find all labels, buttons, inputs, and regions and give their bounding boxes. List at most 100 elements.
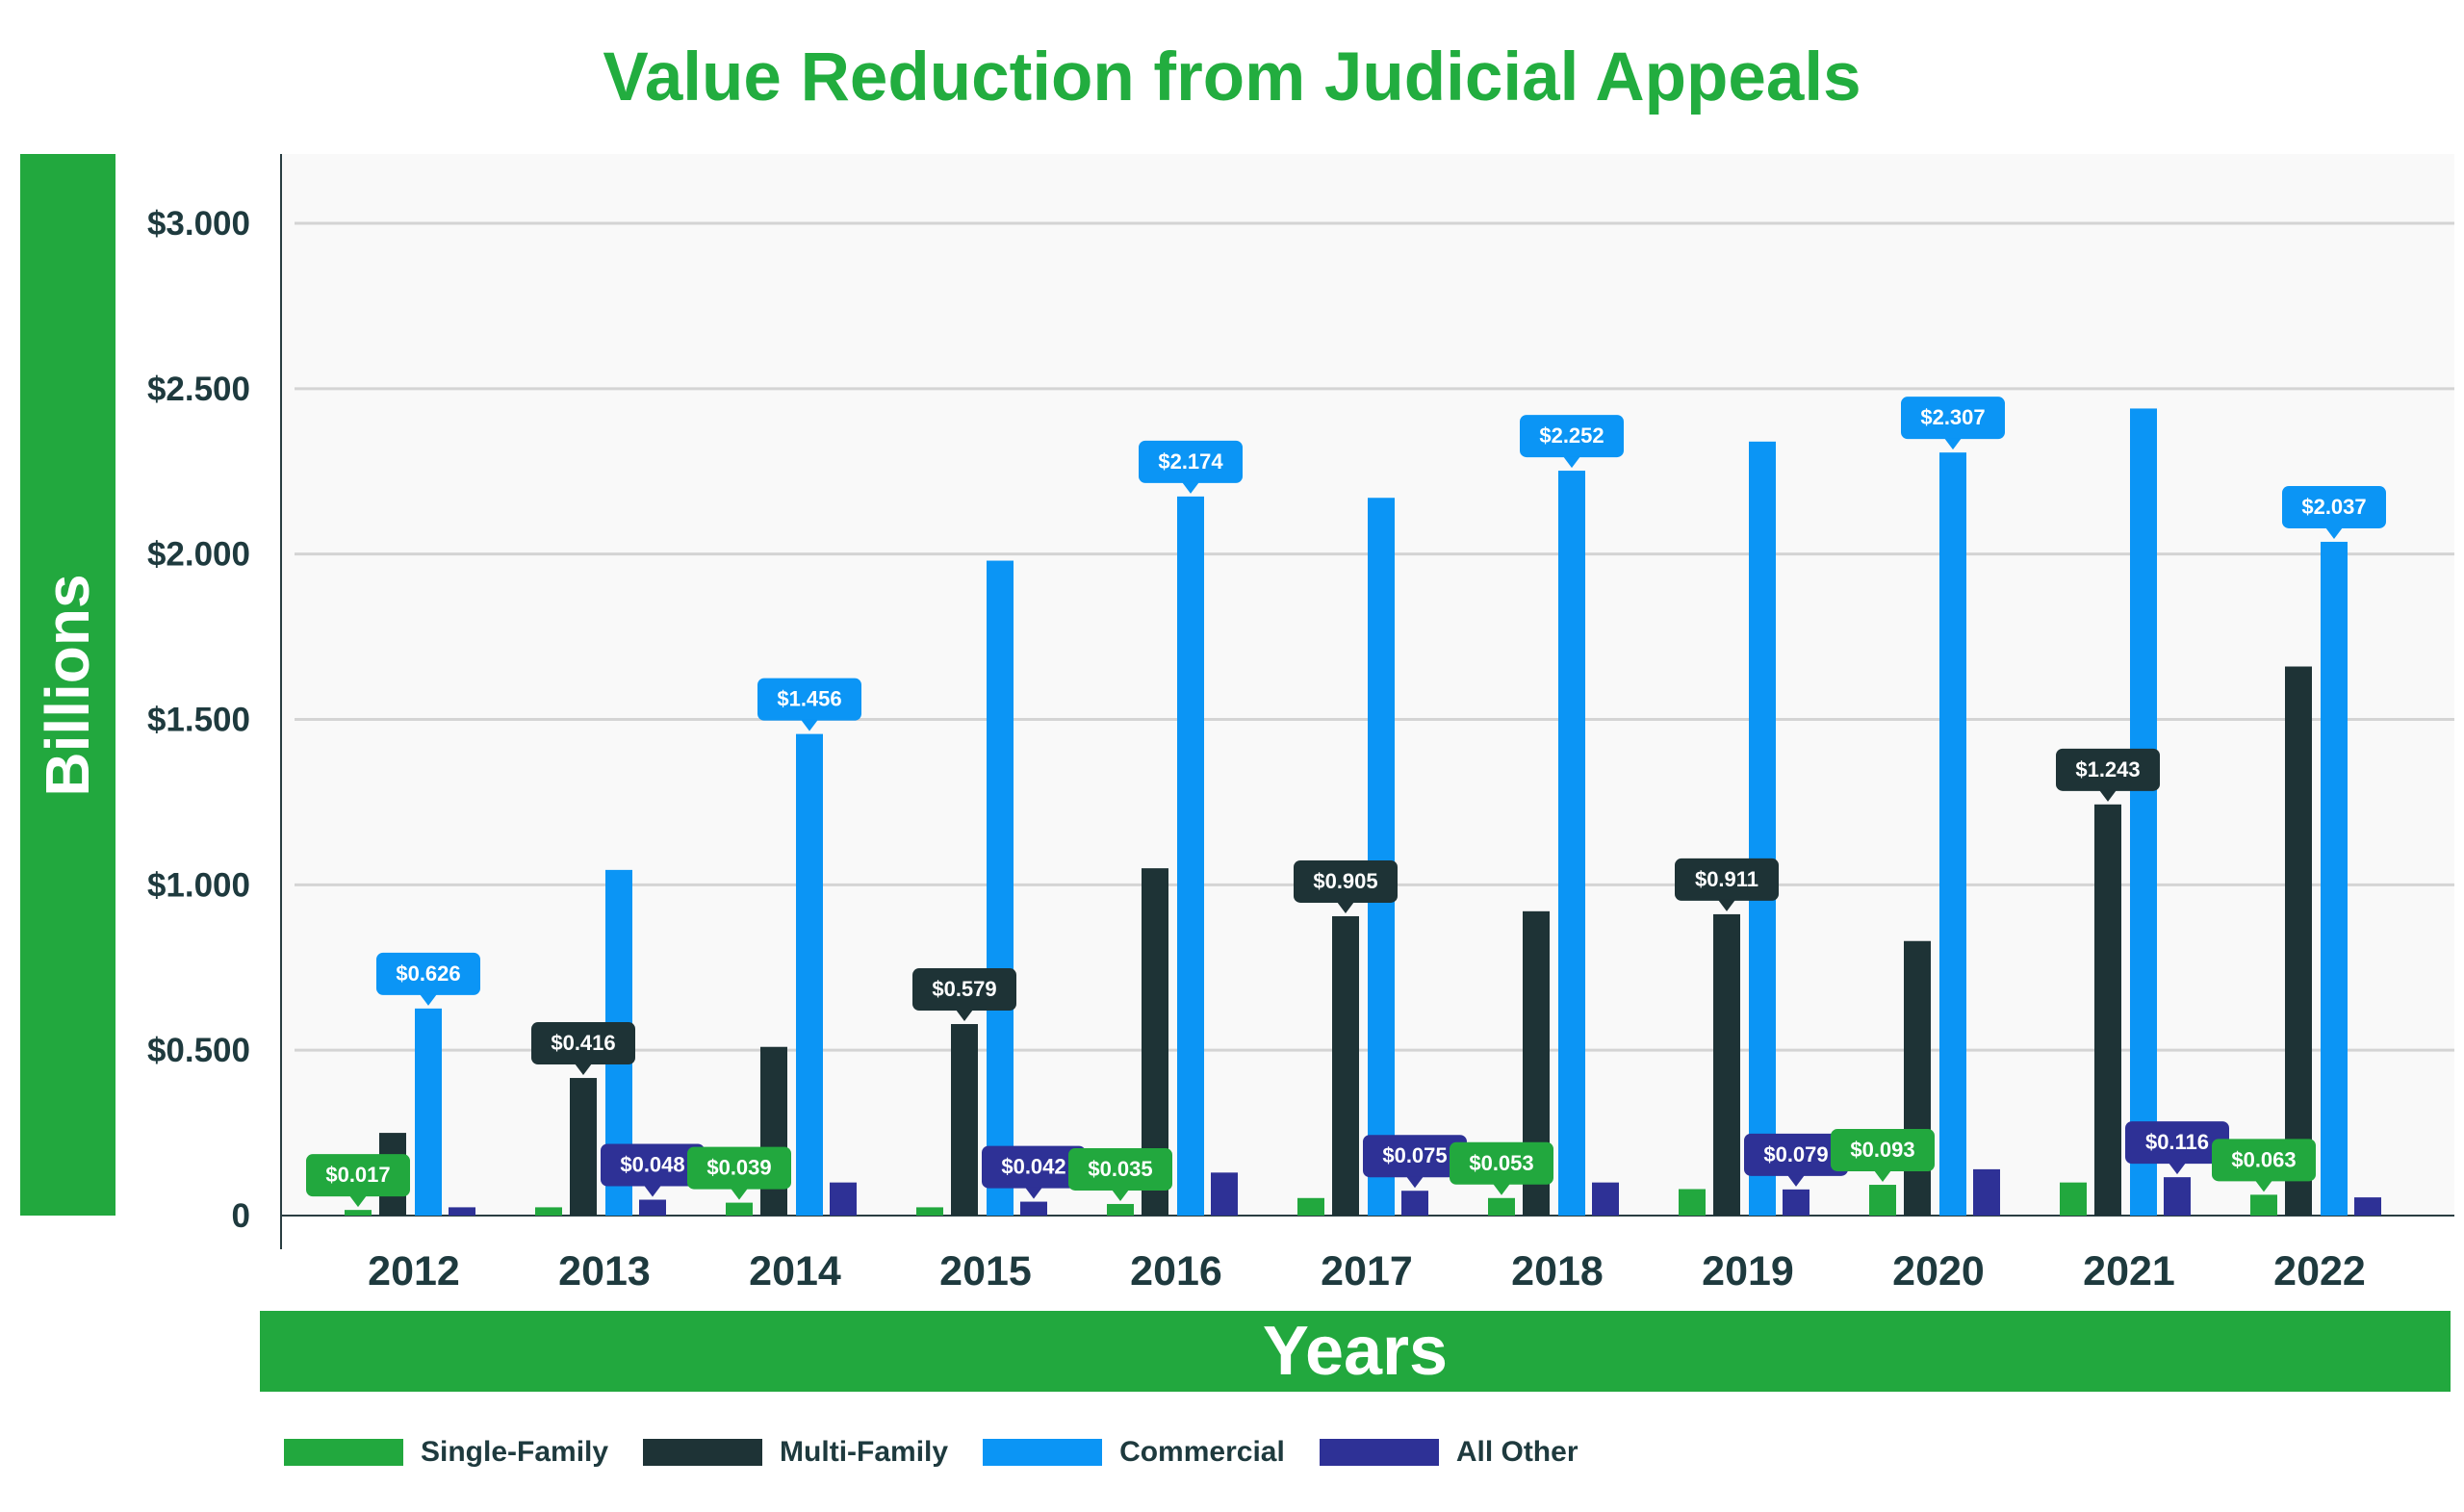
data-label-bubble bbox=[1363, 1135, 1467, 1178]
data-label-pointer bbox=[1718, 899, 1735, 911]
x-axis-label-band: Years bbox=[260, 1311, 2451, 1392]
x-tick-label: 2013 bbox=[558, 1248, 651, 1294]
data-label-bubble bbox=[2125, 1121, 2229, 1165]
legend-item-commercial: Commercial bbox=[983, 1436, 1285, 1469]
bar-all-other bbox=[449, 1207, 475, 1216]
bar-single-family bbox=[916, 1207, 943, 1216]
bar-multi-family bbox=[1904, 940, 1931, 1216]
x-tick-label: 2014 bbox=[749, 1248, 841, 1294]
y-tick-label: $1.000 bbox=[147, 866, 250, 904]
x-tick-label: 2016 bbox=[1130, 1248, 1222, 1294]
data-label-bubble bbox=[1294, 859, 1398, 903]
data-label: $2.037 bbox=[2301, 495, 2366, 519]
bar-multi-family bbox=[570, 1078, 597, 1216]
bar-commercial bbox=[415, 1008, 442, 1216]
data-label-bubble bbox=[757, 678, 861, 721]
data-label: $2.174 bbox=[1158, 449, 1223, 474]
data-label: $0.075 bbox=[1382, 1143, 1447, 1167]
legend-swatch bbox=[983, 1439, 1103, 1466]
chart-title: Value Reduction from Judicial Appeals bbox=[603, 39, 1861, 115]
data-label-pointer bbox=[2255, 1180, 2272, 1192]
data-label-pointer bbox=[349, 1195, 367, 1208]
x-tick-label: 2020 bbox=[1892, 1248, 1985, 1294]
data-label-pointer bbox=[2325, 526, 2343, 539]
bar-all-other bbox=[1973, 1168, 2000, 1216]
data-label-pointer bbox=[420, 993, 437, 1006]
bar-commercial bbox=[1939, 452, 1966, 1216]
data-label-bubble bbox=[1139, 440, 1243, 483]
x-tick-label: 2012 bbox=[368, 1248, 460, 1294]
x-tick-label: 2018 bbox=[1511, 1248, 1604, 1294]
data-label-pointer bbox=[1874, 1170, 1891, 1183]
data-label: $0.048 bbox=[620, 1153, 684, 1177]
data-label-bubble bbox=[1901, 397, 2005, 440]
bar-single-family bbox=[1679, 1189, 1706, 1216]
data-label: $0.079 bbox=[1763, 1142, 1828, 1166]
bar-commercial bbox=[2321, 541, 2348, 1216]
data-label: $0.063 bbox=[2231, 1147, 2296, 1171]
data-label-bubble bbox=[912, 968, 1016, 1012]
data-label-pointer bbox=[801, 719, 818, 731]
bar-single-family bbox=[726, 1202, 753, 1216]
x-tick-label: 2017 bbox=[1321, 1248, 1413, 1294]
data-label-pointer bbox=[1112, 1189, 1129, 1201]
data-label-bubble bbox=[687, 1146, 791, 1190]
bar-commercial bbox=[2130, 408, 2157, 1216]
legend-label: Commercial bbox=[1119, 1436, 1285, 1468]
data-label-bubble bbox=[1520, 415, 1624, 458]
data-label-bubble bbox=[1675, 858, 1779, 901]
data-label: $0.039 bbox=[706, 1156, 771, 1180]
legend-label: Multi-Family bbox=[780, 1436, 949, 1468]
bar-single-family bbox=[1107, 1203, 1134, 1216]
y-axis-label-band bbox=[20, 154, 116, 1216]
x-tick-label: 2022 bbox=[2273, 1248, 2366, 1294]
data-label: $0.905 bbox=[1313, 869, 1377, 893]
bar-multi-family bbox=[760, 1046, 787, 1216]
bar-multi-family bbox=[2094, 804, 2121, 1216]
bar-multi-family bbox=[1332, 915, 1359, 1216]
data-label-bubble bbox=[306, 1154, 410, 1197]
legend-swatch bbox=[643, 1439, 763, 1466]
data-label: $0.093 bbox=[1850, 1138, 1914, 1162]
bar-all-other bbox=[1783, 1189, 1810, 1216]
data-label: $1.456 bbox=[777, 687, 841, 711]
data-label-pointer bbox=[575, 1064, 592, 1076]
bar-commercial bbox=[1558, 471, 1585, 1217]
x-tick-label: 2021 bbox=[2083, 1248, 2175, 1294]
data-label-bubble bbox=[1744, 1133, 1848, 1176]
data-label-bubble bbox=[982, 1145, 1086, 1189]
legend-label: Single-Family bbox=[421, 1436, 609, 1468]
data-label-pointer bbox=[1406, 1176, 1424, 1189]
data-label-pointer bbox=[731, 1188, 748, 1200]
data-label: $0.116 bbox=[2145, 1130, 2209, 1154]
data-label-pointer bbox=[2099, 789, 2117, 802]
data-label-pointer bbox=[1493, 1183, 1510, 1195]
data-label-pointer bbox=[1025, 1187, 1042, 1199]
bar-multi-family bbox=[2285, 666, 2312, 1216]
data-label: $2.252 bbox=[1539, 423, 1604, 448]
y-tick-label: 0 bbox=[232, 1197, 250, 1235]
data-label-bubble bbox=[601, 1143, 705, 1187]
data-label: $0.416 bbox=[551, 1031, 615, 1055]
bar-all-other bbox=[1592, 1182, 1619, 1216]
bar-all-other bbox=[2354, 1197, 2381, 1216]
bar-multi-family bbox=[1713, 913, 1740, 1216]
bar-commercial bbox=[1368, 498, 1395, 1216]
y-tick-label: $3.000 bbox=[147, 205, 250, 243]
data-label-pointer bbox=[1944, 438, 1962, 450]
data-label: $0.626 bbox=[396, 961, 460, 986]
legend: Single-Family Multi-Family Commercial Al… bbox=[284, 1436, 1613, 1469]
data-label: $2.307 bbox=[1920, 405, 1985, 429]
data-label-bubble bbox=[376, 952, 480, 995]
data-label-bubble bbox=[1450, 1141, 1553, 1185]
legend-label: All Other bbox=[1455, 1436, 1578, 1468]
data-label-pointer bbox=[2169, 1163, 2186, 1175]
data-label-pointer bbox=[956, 1010, 973, 1022]
bar-commercial bbox=[1177, 496, 1204, 1216]
bar-all-other bbox=[830, 1182, 857, 1216]
data-label-bubble bbox=[531, 1022, 635, 1065]
y-tick-label: $0.500 bbox=[147, 1032, 250, 1069]
bar-single-family bbox=[535, 1207, 562, 1216]
data-label-pointer bbox=[1182, 481, 1199, 494]
